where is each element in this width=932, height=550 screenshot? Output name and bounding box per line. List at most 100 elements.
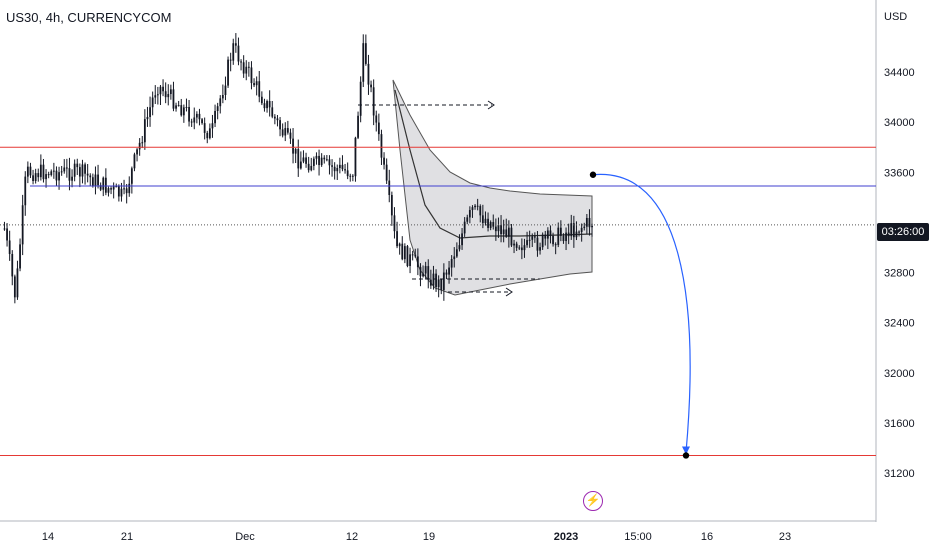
candle-body [372, 87, 375, 116]
candle-body [125, 188, 128, 194]
candle-body [78, 167, 81, 177]
candle-body [422, 273, 424, 277]
candle-body [68, 168, 71, 181]
candle-body [453, 256, 456, 260]
x-tick-label: 16 [701, 531, 713, 543]
candle-body [13, 276, 16, 298]
candle-body [130, 168, 133, 184]
candle-body [112, 186, 115, 190]
candle-body [398, 243, 401, 247]
candle-body [362, 43, 365, 82]
candle-body [383, 157, 385, 165]
candle-body [583, 226, 586, 228]
candle-body [195, 113, 198, 118]
candle-body [539, 247, 541, 251]
candle-body [149, 107, 151, 117]
dashed-arrow-top-head [487, 100, 495, 110]
candle-body [39, 164, 42, 178]
candle-body [338, 164, 341, 169]
candle-body [531, 236, 534, 240]
candle-body [440, 279, 443, 290]
projection-end-dot [682, 452, 690, 459]
candle-body [229, 59, 232, 61]
candle-body [466, 217, 469, 222]
candle-body [346, 170, 349, 177]
candle-body [177, 105, 180, 107]
chart-frame [0, 0, 877, 522]
candle-body [201, 119, 203, 124]
x-tick-label: 15:00 [624, 531, 652, 543]
candle-body [104, 177, 107, 193]
candle-body [89, 175, 92, 178]
candle-body [214, 110, 216, 124]
candle-body [479, 206, 482, 216]
candle-body [42, 164, 45, 180]
candle-body [159, 86, 162, 95]
candle-body [544, 234, 547, 239]
candle-body [32, 175, 34, 181]
candle-body [120, 188, 123, 197]
candle-body [357, 115, 359, 138]
y-tick-label: 34400 [884, 67, 915, 79]
candle-body [325, 159, 328, 161]
y-tick-label: 34000 [884, 117, 915, 129]
candle-body [97, 174, 99, 186]
candle-body [117, 186, 120, 197]
candle-body [541, 234, 544, 248]
candle-body [528, 239, 531, 241]
x-tick-label: Dec [235, 531, 255, 543]
candle-body [58, 172, 60, 181]
candle-body [94, 174, 97, 187]
candle-body [167, 94, 170, 98]
candle-body [279, 120, 281, 130]
candle-body [331, 165, 333, 167]
candle-body [180, 105, 183, 116]
candle-body [458, 245, 461, 250]
candle-body [549, 230, 552, 236]
candle-body [34, 173, 37, 181]
candle-body [263, 103, 266, 109]
y-tick-label: 32800 [884, 268, 915, 280]
annotations [358, 100, 691, 459]
candle-body [286, 128, 289, 133]
candle-body [354, 137, 357, 177]
candle-body [552, 235, 554, 245]
candle-body [562, 235, 565, 242]
candle-body [60, 171, 63, 173]
candle-body [193, 117, 196, 123]
candle-body [385, 164, 388, 181]
candle-body [52, 170, 55, 172]
x-tick-label: 12 [346, 531, 358, 543]
y-tick-label: 31200 [884, 468, 915, 480]
candle-body [567, 232, 570, 237]
candle-body [349, 175, 352, 177]
candle-body [463, 221, 466, 234]
candle-body [169, 89, 172, 95]
candle-body [468, 210, 471, 218]
candle-body [8, 240, 11, 254]
y-tick-label: 32400 [884, 318, 915, 330]
candle-body [81, 164, 84, 177]
candle-body [494, 226, 497, 232]
candle-body [3, 228, 6, 230]
candle-body [284, 128, 287, 136]
candle-body [489, 222, 492, 228]
candle-body [448, 267, 450, 275]
candle-body [461, 233, 463, 246]
candle-body [380, 134, 383, 158]
candle-body [414, 254, 417, 257]
candle-body [320, 157, 323, 166]
candle-body [146, 116, 149, 120]
candle-body [406, 246, 409, 267]
candle-body [312, 158, 315, 166]
candle-body [206, 132, 209, 139]
candle-body [208, 128, 211, 139]
lightning-icon[interactable]: ⚡ [583, 491, 603, 511]
candle-body [437, 279, 440, 288]
candle-body [115, 186, 118, 188]
candle-body [474, 205, 476, 208]
candle-body [258, 81, 261, 97]
candle-body [523, 245, 526, 251]
candle-body [435, 273, 437, 288]
